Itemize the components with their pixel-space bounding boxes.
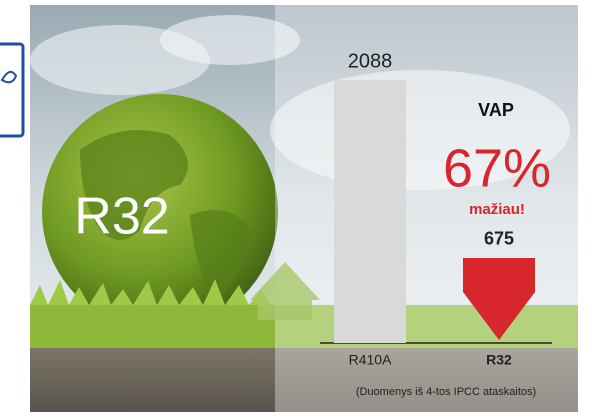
value-label: 675 <box>484 229 514 249</box>
category-label: R410A <box>349 352 392 368</box>
metric-label: VAP <box>478 100 514 120</box>
value-label: 2088 <box>348 50 393 72</box>
background <box>30 5 578 412</box>
logo-badge <box>0 42 25 138</box>
reduction-label: 67% <box>443 138 551 198</box>
globe-label: R32 <box>74 188 169 246</box>
bar <box>334 80 406 343</box>
reduction-note: mažiau! <box>469 201 525 218</box>
category-label: R32 <box>486 352 512 368</box>
source-note: (Duomenys iš 4-tos IPCC ataskaitos) <box>356 386 536 398</box>
bar <box>463 257 535 340</box>
